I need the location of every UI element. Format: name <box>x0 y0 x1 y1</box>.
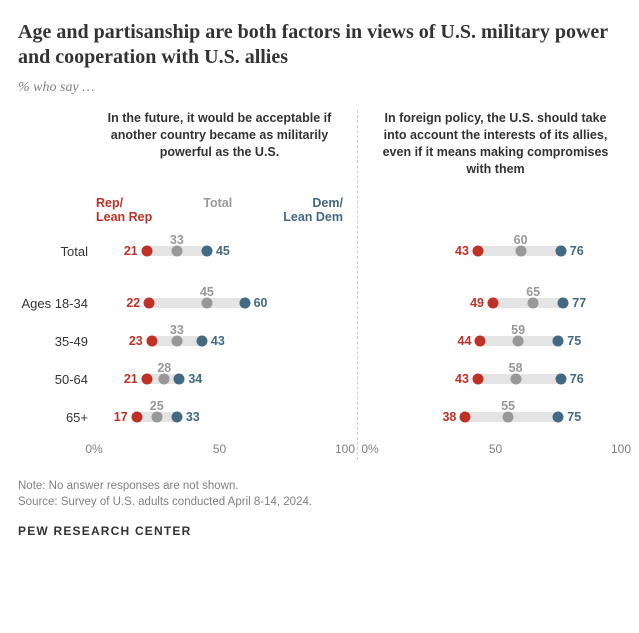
chart-panel-right: In foreign policy, the U.S. should take … <box>357 110 621 460</box>
dot-row: 212834 <box>94 360 345 398</box>
x-tick: 50 <box>489 442 502 456</box>
row-label: 35-49 <box>18 322 94 360</box>
dot-total <box>503 412 514 423</box>
value-dem: 43 <box>211 334 225 348</box>
legend-total: Total <box>203 196 232 232</box>
dot-dem <box>558 298 569 309</box>
value-dem: 60 <box>254 296 268 310</box>
panel-header: In foreign policy, the U.S. should take … <box>370 110 621 196</box>
x-axis: 0%50100 <box>94 436 345 460</box>
legend-rep: Rep/Lean Rep <box>96 196 152 232</box>
dot-dem <box>201 246 212 257</box>
dot-total <box>528 298 539 309</box>
x-tick: 0% <box>85 442 102 456</box>
range-track <box>149 298 244 308</box>
chart-title: Age and partisanship are both factors in… <box>18 20 621 70</box>
dot-dem <box>555 246 566 257</box>
panel-header: In the future, it would be acceptable if… <box>94 110 345 196</box>
dot-row: 496577 <box>370 284 621 322</box>
value-dem: 75 <box>567 410 581 424</box>
row-label: Ages 18-34 <box>18 284 94 322</box>
value-rep: 23 <box>129 334 143 348</box>
value-dem: 76 <box>570 244 584 258</box>
row-label: Total <box>18 232 94 270</box>
row-label: 50-64 <box>18 360 94 398</box>
dot-dem <box>171 412 182 423</box>
x-axis: 0%50100 <box>370 436 621 460</box>
dot-total <box>171 246 182 257</box>
dot-total <box>510 374 521 385</box>
dot-row: 224560 <box>94 284 345 322</box>
dot-row: 213345 <box>94 232 345 270</box>
x-tick: 100 <box>335 442 355 456</box>
footnote-note: Note: No answer responses are not shown. <box>18 478 621 494</box>
dot-rep <box>472 374 483 385</box>
x-tick: 0% <box>361 442 378 456</box>
dot-total <box>201 298 212 309</box>
chart-panel-left: In the future, it would be acceptable if… <box>94 110 357 460</box>
dot-rep <box>487 298 498 309</box>
footnote-source: Source: Survey of U.S. adults conducted … <box>18 494 621 510</box>
dot-total <box>513 336 524 347</box>
value-rep: 49 <box>470 296 484 310</box>
dot-row: 435876 <box>370 360 621 398</box>
legend-dem: Dem/Lean Dem <box>283 196 343 232</box>
dot-row: 445975 <box>370 322 621 360</box>
dot-row: 233343 <box>94 322 345 360</box>
dot-dem <box>174 374 185 385</box>
legend: Rep/Lean Rep Total Dem/Lean Dem <box>94 196 345 232</box>
value-rep: 38 <box>442 410 456 424</box>
dot-total <box>515 246 526 257</box>
value-dem: 75 <box>567 334 581 348</box>
dot-dem <box>196 336 207 347</box>
dot-rep <box>460 412 471 423</box>
dot-total <box>151 412 162 423</box>
value-rep: 43 <box>455 372 469 386</box>
dot-rep <box>144 298 155 309</box>
dot-row: 436076 <box>370 232 621 270</box>
x-tick: 50 <box>213 442 226 456</box>
chart-subtitle: % who say … <box>18 80 621 96</box>
dot-rep <box>146 336 157 347</box>
value-dem: 77 <box>572 296 586 310</box>
dot-dem <box>553 412 564 423</box>
dot-dem <box>239 298 250 309</box>
value-rep: 21 <box>124 244 138 258</box>
dot-row: 385575 <box>370 398 621 436</box>
value-dem: 34 <box>188 372 202 386</box>
dot-dem <box>553 336 564 347</box>
dot-total <box>159 374 170 385</box>
dot-rep <box>141 374 152 385</box>
value-rep: 21 <box>124 372 138 386</box>
dot-row: 172533 <box>94 398 345 436</box>
dot-rep <box>131 412 142 423</box>
row-labels-column: Total Ages 18-3435-4950-6465+ <box>18 110 94 460</box>
charts-container: Total Ages 18-3435-4950-6465+ In the futu… <box>18 110 621 460</box>
dot-rep <box>472 246 483 257</box>
brand-footer: PEW RESEARCH CENTER <box>18 524 621 538</box>
dot-rep <box>141 246 152 257</box>
row-label: 65+ <box>18 398 94 436</box>
value-rep: 44 <box>458 334 472 348</box>
value-dem: 45 <box>216 244 230 258</box>
value-rep: 22 <box>126 296 140 310</box>
value-rep: 43 <box>455 244 469 258</box>
x-tick: 100 <box>611 442 631 456</box>
value-rep: 17 <box>114 410 128 424</box>
value-dem: 33 <box>186 410 200 424</box>
dot-dem <box>555 374 566 385</box>
dot-rep <box>475 336 486 347</box>
dot-total <box>171 336 182 347</box>
value-dem: 76 <box>570 372 584 386</box>
